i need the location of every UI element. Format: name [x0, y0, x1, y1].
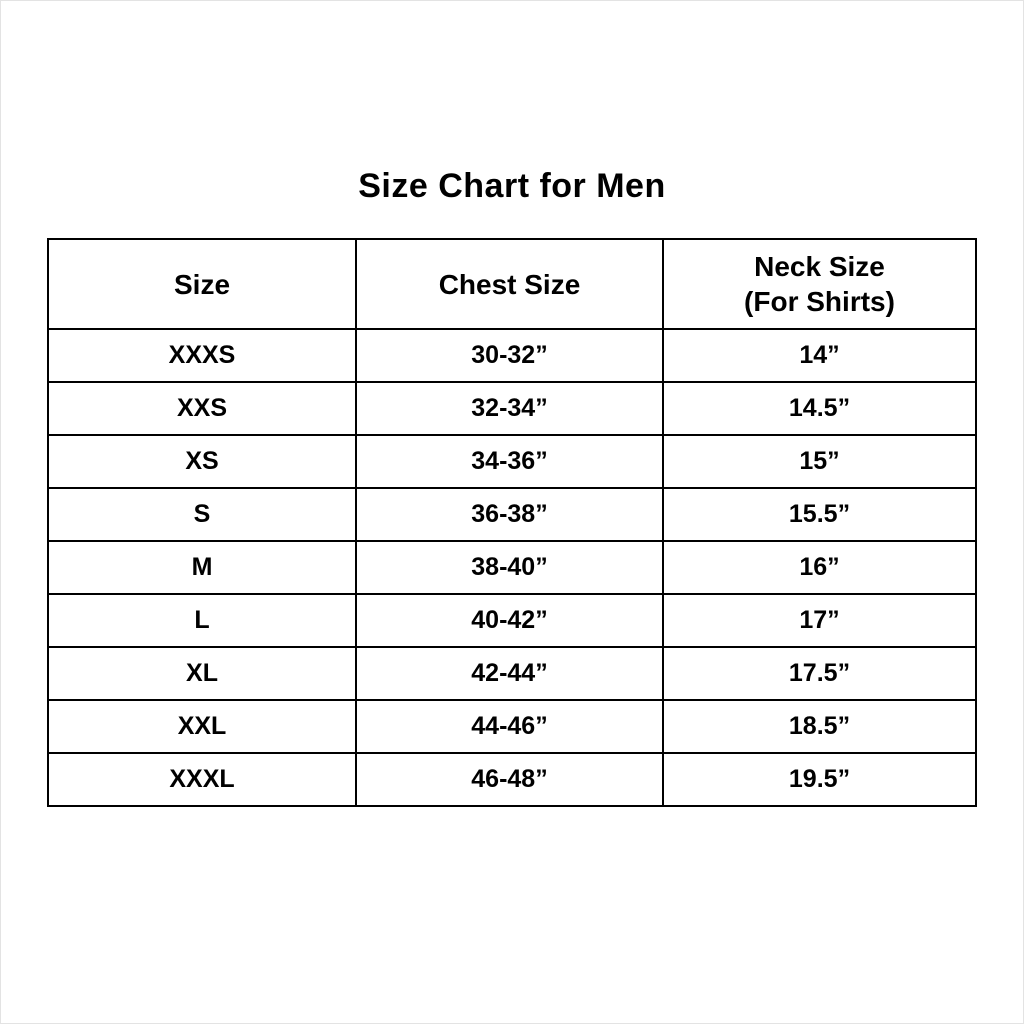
table-cell-size: XXXS [47, 328, 357, 383]
page-title: Size Chart for Men [358, 167, 666, 205]
table-row: XS 34-36” 15” [47, 434, 977, 489]
header-row: Size Chest Size Neck Size (For Shirts) [47, 238, 977, 330]
table-row: S 36-38” 15.5” [47, 487, 977, 542]
table-row: L 40-42” 17” [47, 593, 977, 648]
column-header-neck-size-sublabel: (For Shirts) [744, 286, 895, 317]
table-body: XXXS 30-32” 14” XXS 32-34” 14.5” XS 34-3… [47, 328, 977, 807]
table-cell-neck-size: 16” [662, 540, 977, 595]
table-cell-chest-size: 46-48” [355, 752, 664, 807]
table-row: XXXS 30-32” 14” [47, 328, 977, 383]
table-cell-size: S [47, 487, 357, 542]
table-cell-size: L [47, 593, 357, 648]
column-header-size: Size [47, 238, 357, 330]
table-cell-chest-size: 42-44” [355, 646, 664, 701]
table-cell-neck-size: 14.5” [662, 381, 977, 436]
table-cell-size: XL [47, 646, 357, 701]
table-cell-neck-size: 15” [662, 434, 977, 489]
column-header-size-label: Size [173, 268, 231, 300]
table-cell-neck-size: 14” [662, 328, 977, 383]
column-header-chest-size-label: Chest Size [438, 268, 581, 300]
table-cell-neck-size: 18.5” [662, 699, 977, 754]
table-header: Size Chest Size Neck Size (For Shirts) [47, 238, 977, 330]
table-cell-chest-size: 36-38” [355, 487, 664, 542]
column-header-chest-size: Chest Size [355, 238, 664, 330]
table-cell-neck-size: 19.5” [662, 752, 977, 807]
column-header-neck-size-label: Neck Size [754, 251, 885, 282]
table-cell-chest-size: 34-36” [355, 434, 664, 489]
table-row: XL 42-44” 17.5” [47, 646, 977, 701]
table-cell-size: XXXL [47, 752, 357, 807]
table-cell-chest-size: 44-46” [355, 699, 664, 754]
table-row: XXL 44-46” 18.5” [47, 699, 977, 754]
table-cell-chest-size: 38-40” [355, 540, 664, 595]
table-cell-size: XS [47, 434, 357, 489]
table-cell-size: XXL [47, 699, 357, 754]
table-row: XXXL 46-48” 19.5” [47, 752, 977, 807]
size-chart-table: Size Chest Size Neck Size (For Shirts) X… [47, 238, 977, 807]
table-cell-size: XXS [47, 381, 357, 436]
table-row: M 38-40” 16” [47, 540, 977, 595]
column-header-neck-size: Neck Size (For Shirts) [662, 238, 977, 330]
table-cell-chest-size: 40-42” [355, 593, 664, 648]
table-cell-chest-size: 30-32” [355, 328, 664, 383]
table-cell-chest-size: 32-34” [355, 381, 664, 436]
table-cell-neck-size: 17” [662, 593, 977, 648]
table-cell-neck-size: 17.5” [662, 646, 977, 701]
table-row: XXS 32-34” 14.5” [47, 381, 977, 436]
table-cell-neck-size: 15.5” [662, 487, 977, 542]
table-cell-size: M [47, 540, 357, 595]
